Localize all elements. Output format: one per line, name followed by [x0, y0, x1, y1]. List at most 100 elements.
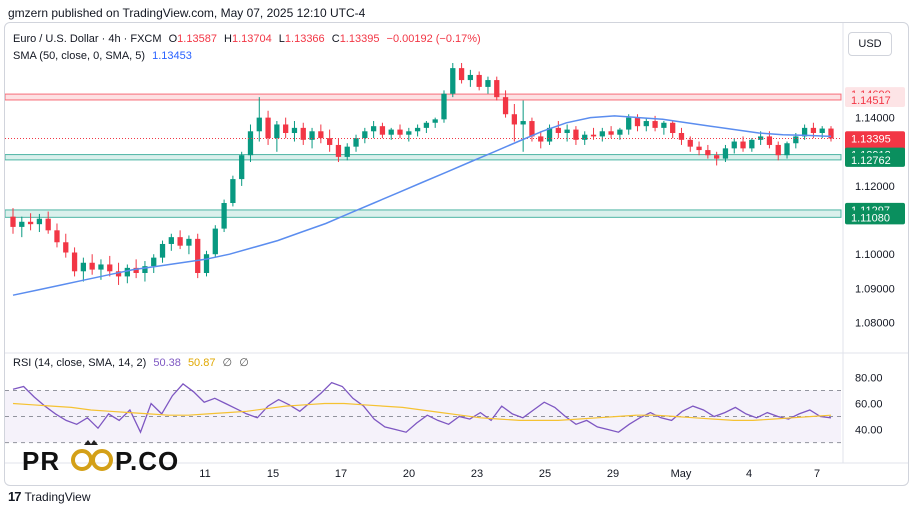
sma-line [12, 115, 832, 296]
candle-body [775, 144, 781, 156]
chart-svg[interactable]: 1.140001.120001.110001.100001.090001.080… [5, 23, 908, 485]
candle-body [54, 230, 60, 243]
rsi-label: RSI (14, close, SMA, 14, 2) [13, 357, 147, 369]
candle-body [705, 150, 711, 156]
candle-body [98, 264, 104, 270]
candle-body [388, 129, 394, 135]
candle-body [45, 218, 51, 231]
candle-body [784, 143, 790, 156]
price-legend: Euro / U.S. Dollar · 4h · FXCM O1.13587 … [13, 33, 485, 45]
candle-body [582, 134, 588, 140]
candle-body [63, 242, 69, 253]
candle-body [661, 122, 667, 128]
price-tick-label: 1.09000 [855, 283, 895, 295]
time-tick-label: 4 [746, 468, 752, 480]
candle-body [353, 138, 359, 147]
price-pane [5, 63, 842, 296]
candle-body [555, 127, 561, 133]
candle-body [819, 128, 825, 133]
rsi-tick-label: 80.00 [855, 372, 883, 384]
candle-body [327, 138, 333, 145]
candle-body [458, 68, 465, 81]
price-tick-label: 1.12000 [855, 181, 895, 193]
rsi-value: 50.38 [153, 357, 181, 369]
candle-body [793, 136, 799, 144]
candle-body [344, 146, 350, 157]
high-label: H [224, 33, 232, 45]
candle-body [177, 237, 183, 246]
logo-ring-2 [91, 449, 113, 471]
rsi-tick-label: 40.00 [855, 425, 883, 437]
low-value: 1.13366 [284, 33, 325, 45]
candle-body [186, 238, 192, 246]
candle-body [107, 264, 113, 272]
candle-body [212, 228, 218, 255]
candle-body [828, 128, 834, 139]
chart-frame: 1.140001.120001.110001.100001.090001.080… [4, 22, 909, 486]
candle-body [617, 129, 623, 135]
candle-body [362, 131, 368, 139]
candle-body [203, 254, 210, 273]
candle-body [151, 257, 157, 267]
price-badge-bg [845, 92, 905, 107]
price-tick-label: 1.08000 [855, 318, 895, 330]
candle-body [423, 122, 430, 128]
candle-body [265, 117, 271, 139]
candle-body [256, 117, 262, 132]
candle-body [643, 121, 649, 127]
candle-body [71, 252, 78, 272]
price-badge-green: 1.11080 [845, 210, 905, 225]
candle-body [283, 124, 289, 133]
candle-body [274, 124, 280, 139]
close-label: C [331, 33, 340, 45]
prop-logo-svg: PR P.CO [22, 440, 178, 476]
change-value: −0.00192 (−0.17%) [386, 33, 481, 45]
candle-body [810, 127, 817, 133]
time-tick-label: 7 [814, 468, 820, 480]
rsi-line [12, 381, 832, 434]
candle-body [124, 267, 130, 277]
candle-body [230, 179, 236, 203]
candle-body [335, 144, 342, 157]
candle-body [757, 136, 764, 140]
rsi-sma-value: 50.87 [187, 357, 216, 369]
candle-body [599, 131, 605, 137]
time-tick-label: 23 [471, 468, 483, 480]
candle-body [27, 221, 34, 225]
price-badge-value: 1.14517 [851, 95, 891, 107]
candle-body [564, 129, 570, 133]
candle-body [670, 122, 676, 133]
candle-body [678, 133, 685, 140]
candle-body [142, 266, 148, 273]
candle-body [414, 127, 421, 132]
price-badge-red: 1.14517 [845, 92, 905, 107]
logo-ring-1 [71, 449, 93, 471]
open-label: O [168, 33, 178, 45]
candle-body [722, 148, 729, 159]
candle-body [441, 93, 447, 120]
candle-body [529, 121, 535, 137]
time-tick-label: 25 [539, 468, 551, 480]
zone-support-1 [5, 154, 842, 161]
logo-text-left: PR [22, 446, 60, 476]
sma-legend: SMA (50, close, 0, SMA, 5) 1.13453 [13, 50, 196, 62]
candle-body [309, 131, 315, 140]
crown-icon [84, 440, 98, 445]
time-tick-label: 29 [607, 468, 619, 480]
candle-body [494, 80, 500, 98]
candle-body [626, 117, 632, 130]
candle-body [397, 129, 403, 135]
candle-body [195, 238, 201, 273]
currency-button[interactable]: USD [848, 32, 892, 56]
candle-body [740, 141, 746, 149]
zone-support-2 [5, 209, 842, 218]
zone-resistance [5, 93, 842, 101]
rsi-extra-1: ∅ [222, 357, 233, 369]
candle-body [520, 121, 526, 125]
price-badge-bg [845, 210, 905, 225]
candle-body [406, 131, 412, 135]
candle-body [247, 131, 254, 156]
price-badge-value: 1.11080 [851, 212, 890, 224]
candle-body [766, 136, 773, 145]
footer: 17 TradingView [8, 489, 91, 504]
